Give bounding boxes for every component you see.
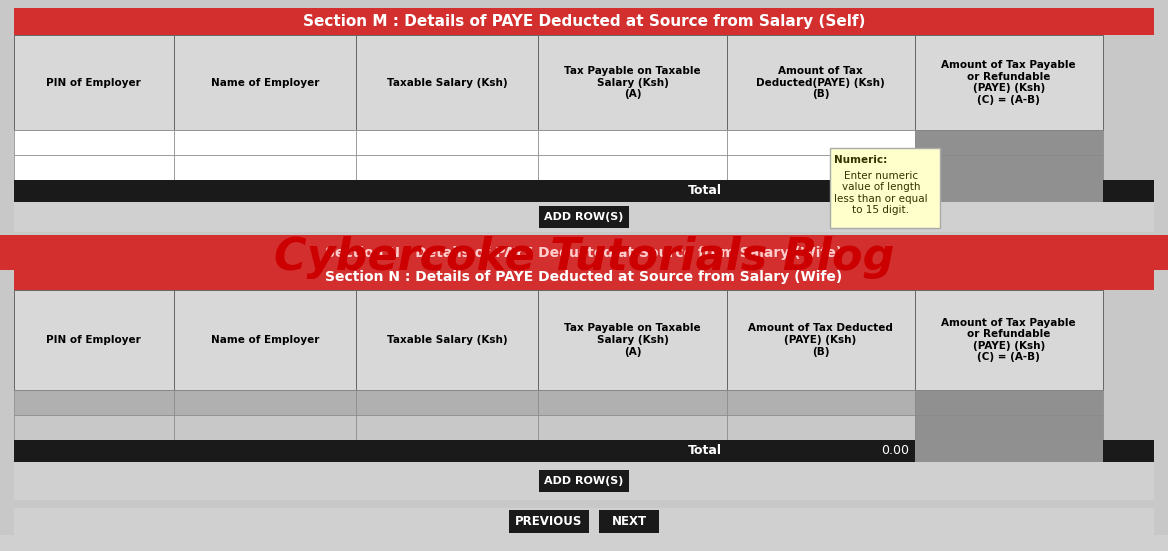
FancyBboxPatch shape [915,180,1103,202]
FancyBboxPatch shape [14,290,174,390]
FancyBboxPatch shape [356,35,538,130]
Text: ADD ROW(S): ADD ROW(S) [544,476,624,486]
FancyBboxPatch shape [726,130,915,155]
FancyBboxPatch shape [174,155,356,180]
FancyBboxPatch shape [14,415,174,440]
FancyBboxPatch shape [915,290,1103,390]
FancyBboxPatch shape [356,390,538,415]
FancyBboxPatch shape [174,390,356,415]
FancyBboxPatch shape [174,35,356,130]
FancyBboxPatch shape [726,290,915,390]
FancyBboxPatch shape [14,390,174,415]
FancyBboxPatch shape [538,155,726,180]
FancyBboxPatch shape [915,130,1103,155]
Text: Amount of Tax Deducted
(PAYE) (Ksh)
(B): Amount of Tax Deducted (PAYE) (Ksh) (B) [749,323,894,356]
FancyBboxPatch shape [726,155,915,180]
FancyBboxPatch shape [14,8,1154,35]
Text: PREVIOUS: PREVIOUS [515,515,583,528]
Text: PIN of Employer: PIN of Employer [47,335,141,345]
FancyBboxPatch shape [538,415,726,440]
Text: PIN of Employer: PIN of Employer [47,78,141,88]
Text: ADD ROW(S): ADD ROW(S) [544,212,624,222]
FancyBboxPatch shape [14,35,174,130]
FancyBboxPatch shape [599,510,659,533]
Text: Enter numeric
value of length
less than or equal
to 15 digit.: Enter numeric value of length less than … [834,171,927,215]
FancyBboxPatch shape [538,470,630,492]
FancyBboxPatch shape [538,290,726,390]
FancyBboxPatch shape [0,235,1168,270]
FancyBboxPatch shape [538,206,630,228]
FancyBboxPatch shape [356,290,538,390]
FancyBboxPatch shape [915,35,1103,130]
FancyBboxPatch shape [14,155,174,180]
FancyBboxPatch shape [14,462,1154,500]
FancyBboxPatch shape [915,440,1103,462]
Text: Section N : Details of PAYE Deducted at Source from Salary (Wife): Section N : Details of PAYE Deducted at … [326,271,842,284]
Text: Taxable Salary (Ksh): Taxable Salary (Ksh) [387,78,508,88]
Text: Numeric:: Numeric: [834,155,888,165]
FancyBboxPatch shape [356,130,538,155]
FancyBboxPatch shape [915,390,1103,415]
FancyBboxPatch shape [14,202,1154,232]
Text: Name of Employer: Name of Employer [210,335,319,345]
FancyBboxPatch shape [915,155,1103,180]
Text: Amount of Tax
Deducted(PAYE) (Ksh)
(B): Amount of Tax Deducted(PAYE) (Ksh) (B) [756,66,885,99]
Text: Section N : Details of PAYE Deducted at Source from Salary (Wife): Section N : Details of PAYE Deducted at … [326,246,842,260]
Text: Cybercoke Tutorials Blog: Cybercoke Tutorials Blog [273,236,895,279]
FancyBboxPatch shape [174,130,356,155]
FancyBboxPatch shape [726,390,915,415]
Text: Total: Total [688,445,722,457]
FancyBboxPatch shape [915,415,1103,440]
FancyBboxPatch shape [14,130,174,155]
FancyBboxPatch shape [174,415,356,440]
FancyBboxPatch shape [174,290,356,390]
Text: Amount of Tax Payable
or Refundable
(PAYE) (Ksh)
(C) = (A-B): Amount of Tax Payable or Refundable (PAY… [941,317,1076,363]
FancyBboxPatch shape [538,390,726,415]
Text: Taxable Salary (Ksh): Taxable Salary (Ksh) [387,335,508,345]
FancyBboxPatch shape [0,535,1168,551]
Text: Total: Total [688,185,722,197]
FancyBboxPatch shape [356,415,538,440]
Text: NEXT: NEXT [611,515,647,528]
FancyBboxPatch shape [14,440,1154,462]
FancyBboxPatch shape [509,510,589,533]
Text: Section M : Details of PAYE Deducted at Source from Salary (Self): Section M : Details of PAYE Deducted at … [303,14,865,29]
FancyBboxPatch shape [356,155,538,180]
Text: Tax Payable on Taxable
Salary (Ksh)
(A): Tax Payable on Taxable Salary (Ksh) (A) [564,66,701,99]
Text: Amount of Tax Payable
or Refundable
(PAYE) (Ksh)
(C) = (A-B): Amount of Tax Payable or Refundable (PAY… [941,60,1076,105]
FancyBboxPatch shape [14,265,1154,290]
FancyBboxPatch shape [726,415,915,440]
FancyBboxPatch shape [14,180,1154,202]
FancyBboxPatch shape [14,508,1154,535]
FancyBboxPatch shape [538,130,726,155]
Text: 0.00: 0.00 [882,445,910,457]
Text: Tax Payable on Taxable
Salary (Ksh)
(A): Tax Payable on Taxable Salary (Ksh) (A) [564,323,701,356]
FancyBboxPatch shape [830,148,940,228]
FancyBboxPatch shape [726,35,915,130]
Text: Name of Employer: Name of Employer [210,78,319,88]
FancyBboxPatch shape [538,35,726,130]
